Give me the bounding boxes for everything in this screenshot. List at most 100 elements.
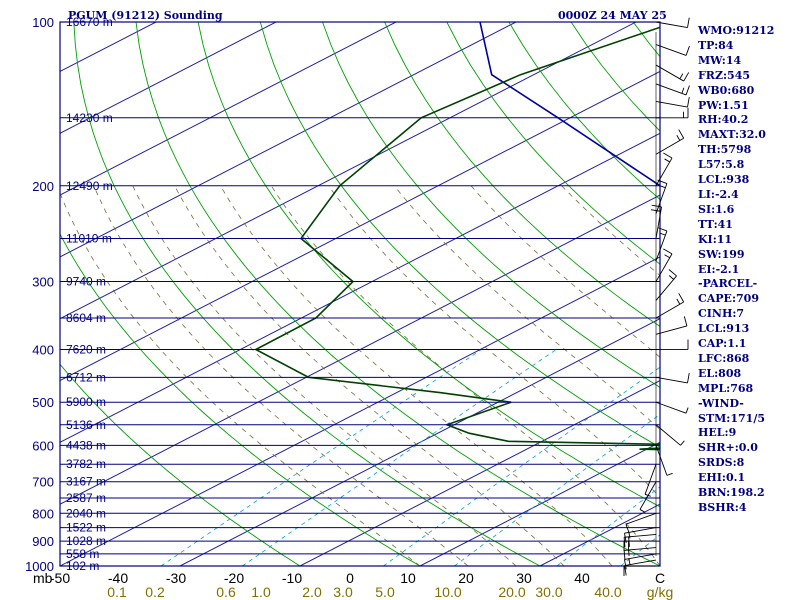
isotherm-line [60,22,277,134]
isotherm-line [60,70,660,382]
index-item: FRZ:545 [698,68,751,82]
mixing-ratio-label: 0.1 [107,584,127,600]
height-label: 9740 m [66,275,106,289]
wind-barb [655,401,689,414]
temperature-tick-label: 40 [574,570,590,586]
wind-barb [655,445,673,476]
height-label: 7620 m [66,343,106,357]
mixing-ratio-label: 30.0 [535,584,562,600]
pressure-tick-label: 800 [32,506,54,521]
dry-adiabat-line [197,22,660,508]
mixing-ratio-label: 5.0 [375,584,395,600]
station-title: PGUM (91212) Sounding [68,9,223,22]
dewpoint-profile-line [254,26,660,451]
temperature-tick-label: -40 [108,570,128,586]
isotherm-line [179,318,660,566]
wind-barb [623,565,656,576]
wind-barb [655,316,688,335]
height-label: 14230 m [66,111,113,125]
pressure-unit-label: mb [33,570,53,586]
isotherm-line [60,132,660,443]
height-label: 2587 m [66,491,106,505]
isotherm-line [60,22,397,196]
pressure-tick-label: 500 [32,395,54,410]
wind-barb [655,83,690,96]
index-item: TP:84 [698,38,734,52]
isotherm-line [60,22,517,258]
mixing-ratio-label: 1.0 [251,584,271,600]
temperature-tick-label: 0 [346,570,354,586]
wind-barb [644,464,657,497]
height-label: 16670 m [66,15,113,29]
mixing-ratio-label: 40.0 [594,584,621,600]
index-item: CAPE:709 [698,292,759,306]
wind-barb [655,293,685,319]
mixing-ratio-label: 10.0 [434,584,461,600]
temperature-unit-label: C [655,570,665,586]
isotherm-line [60,22,637,320]
mixing-ratio-unit-label: g/kg [647,584,673,600]
index-item: WMO:91212 [698,24,775,37]
wind-barb [624,559,657,576]
height-label: 6712 m [66,370,106,384]
wind-barb [655,372,690,384]
index-item: EI:-2.1 [698,262,740,276]
moist-adiabat-line [132,185,517,566]
pressure-tick-label: 300 [32,275,54,290]
index-item: SW:199 [698,247,745,261]
temperature-tick-label: 20 [458,570,474,586]
sounding-indices-list: WMO:91212 TP:84 MW:14 FRZ:545 WB0:680 PW:1.51… [698,24,774,516]
wind-barb [656,107,689,119]
mixing-ratio-label: 0.6 [216,584,236,600]
index-item: -WIND- [698,396,744,410]
index-item: BSHR:4 [698,501,747,514]
temperature-tick-label: -50 [50,570,70,586]
height-label: 1028 m [66,534,106,548]
dry-adiabat-line [73,22,541,566]
index-item: SHR+:0.0 [698,441,758,455]
mixing-ratio-label: 20.0 [498,584,525,600]
index-item: CAP:1.1 [698,337,747,351]
pressure-tick-label: 400 [32,343,54,358]
wind-barb [625,512,657,534]
pressure-tick-label: 1000 [25,559,54,574]
temperature-tick-label: 10 [400,570,416,586]
wind-barb [655,248,673,282]
moist-adiabat-line [394,185,660,430]
mixing-ratio-line [383,366,660,566]
isotherm-line [419,441,660,566]
height-label: 11010 m [66,231,112,245]
index-item: HEL:9 [698,426,737,440]
index-item: TT:41 [698,217,733,231]
wind-barb [655,152,673,186]
height-label: 3167 m [66,475,106,489]
index-item: EL:808 [698,366,742,380]
mixing-ratio-line [160,349,482,566]
index-item: MW:14 [698,53,742,67]
isotherm-line [299,379,660,566]
index-item: LCL:938 [698,173,750,187]
mixing-ratio-label: 2.0 [302,584,322,600]
temperature-tick-label: -10 [282,570,302,586]
observation-time: 0000Z 24 MAY 25 [558,9,667,22]
index-item: KI:11 [698,232,733,246]
height-label: 5900 m [66,395,106,409]
height-label: 12490 m [66,179,113,193]
index-item: LFC:868 [698,351,750,365]
pressure-tick-label: 600 [32,438,54,453]
height-label: 558 m [66,547,99,561]
wind-barb [655,129,685,155]
height-label: 4438 m [66,438,106,452]
index-item: LCL:913 [698,322,750,336]
temperature-tick-label: 30 [516,570,532,586]
height-label: 102 m [66,559,99,573]
isotherm-line [780,22,800,566]
index-item: BRN:198.2 [698,486,765,500]
height-label: 1522 m [66,521,106,535]
height-label: 3782 m [66,457,106,471]
wind-barb [624,553,657,570]
wind-barb [655,97,690,108]
mixing-ratio-label: 0.2 [145,584,165,600]
moist-adiabat-line [174,185,565,566]
